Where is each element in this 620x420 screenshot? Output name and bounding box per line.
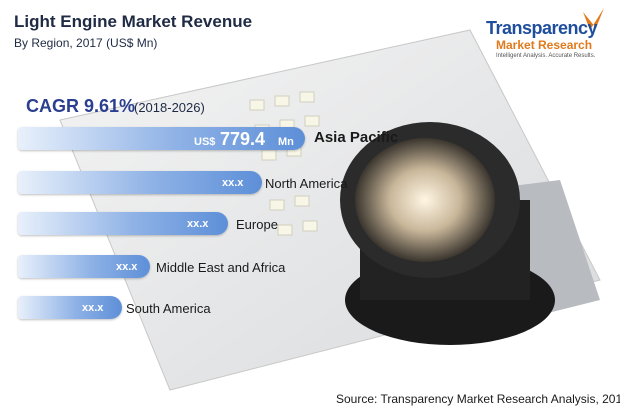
value: xx.x bbox=[187, 218, 209, 230]
region-bar bbox=[18, 212, 228, 235]
logo-check bbox=[583, 8, 604, 30]
region-bar bbox=[18, 127, 305, 150]
value: xx.x bbox=[82, 302, 104, 314]
region-bar bbox=[18, 296, 122, 319]
logo-name: Market Research bbox=[496, 38, 593, 52]
led-grid bbox=[249, 91, 320, 236]
lamp-lens bbox=[355, 138, 495, 262]
region-name: South America bbox=[126, 301, 211, 316]
region-name: Asia Pacific bbox=[314, 129, 399, 146]
region-name: North America bbox=[265, 176, 348, 191]
region-name: Middle East and Africa bbox=[156, 260, 286, 275]
source: Source: Transparency Market Research Ana… bbox=[336, 392, 620, 406]
value-prefix: US$ bbox=[194, 136, 216, 148]
value-unit: Mn bbox=[278, 136, 294, 148]
region-bar bbox=[18, 255, 150, 278]
logo-name: Transparency bbox=[486, 18, 598, 38]
region-name: Europe bbox=[236, 217, 278, 232]
value: xx.x bbox=[222, 177, 244, 189]
region-bar bbox=[18, 171, 262, 194]
title: Light Engine Market Revenue bbox=[14, 12, 253, 31]
subtitle: By Region, 2017 (US$ Mn) bbox=[14, 36, 158, 50]
cagr-period: (2018-2026) bbox=[134, 100, 205, 115]
logo-tagline: Intelligent Analysis. Accurate Results. bbox=[496, 53, 596, 59]
value: 779.4 bbox=[220, 129, 266, 149]
value: xx.x bbox=[116, 261, 138, 273]
cagr: CAGR 9.61% bbox=[26, 96, 136, 116]
